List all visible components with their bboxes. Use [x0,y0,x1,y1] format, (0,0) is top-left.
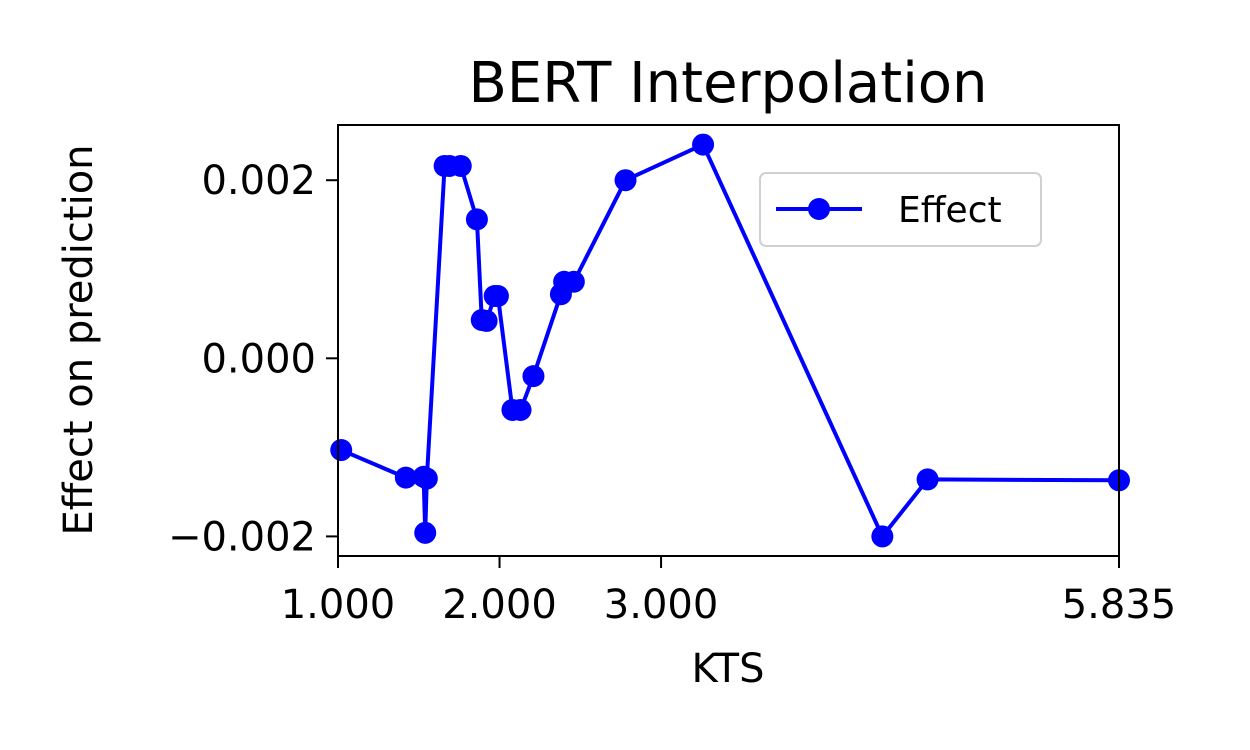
data-point [475,309,498,332]
y-axis: −0.002 0.000 0.002 [168,158,338,560]
data-point [522,365,545,388]
legend: Effect [759,172,1042,247]
data-point [415,467,438,490]
plot-area [330,133,1130,548]
data-point [465,208,488,231]
legend-box [759,172,1042,247]
data-point [692,133,715,156]
data-point [486,284,509,307]
data-point [562,270,585,293]
data-point [871,525,894,548]
x-tick-label: 5.835 [1062,582,1177,628]
data-point [449,154,472,177]
data-point [614,169,637,192]
chart-title: BERT Interpolation [468,51,987,116]
x-tick-label: 1.000 [281,582,396,628]
x-axis: 1.000 2.000 3.000 5.835 [281,556,1177,628]
y-tick-label: 0.002 [201,158,316,204]
data-point [916,468,939,491]
data-point [394,466,417,489]
axes-frame [337,124,1120,557]
y-axis-label: Effect on prediction [56,144,102,535]
data-point [330,439,353,462]
x-tick-label: 3.000 [604,582,719,628]
legend-marker-effect [808,198,830,220]
y-tick-label: 0.000 [201,336,316,382]
x-axis-label: KTS [692,646,765,692]
data-point [509,398,532,421]
data-point [414,521,437,544]
legend-label-effect: Effect [898,190,1002,231]
x-tick-label: 2.000 [442,582,557,628]
y-tick-label: −0.002 [168,514,316,560]
